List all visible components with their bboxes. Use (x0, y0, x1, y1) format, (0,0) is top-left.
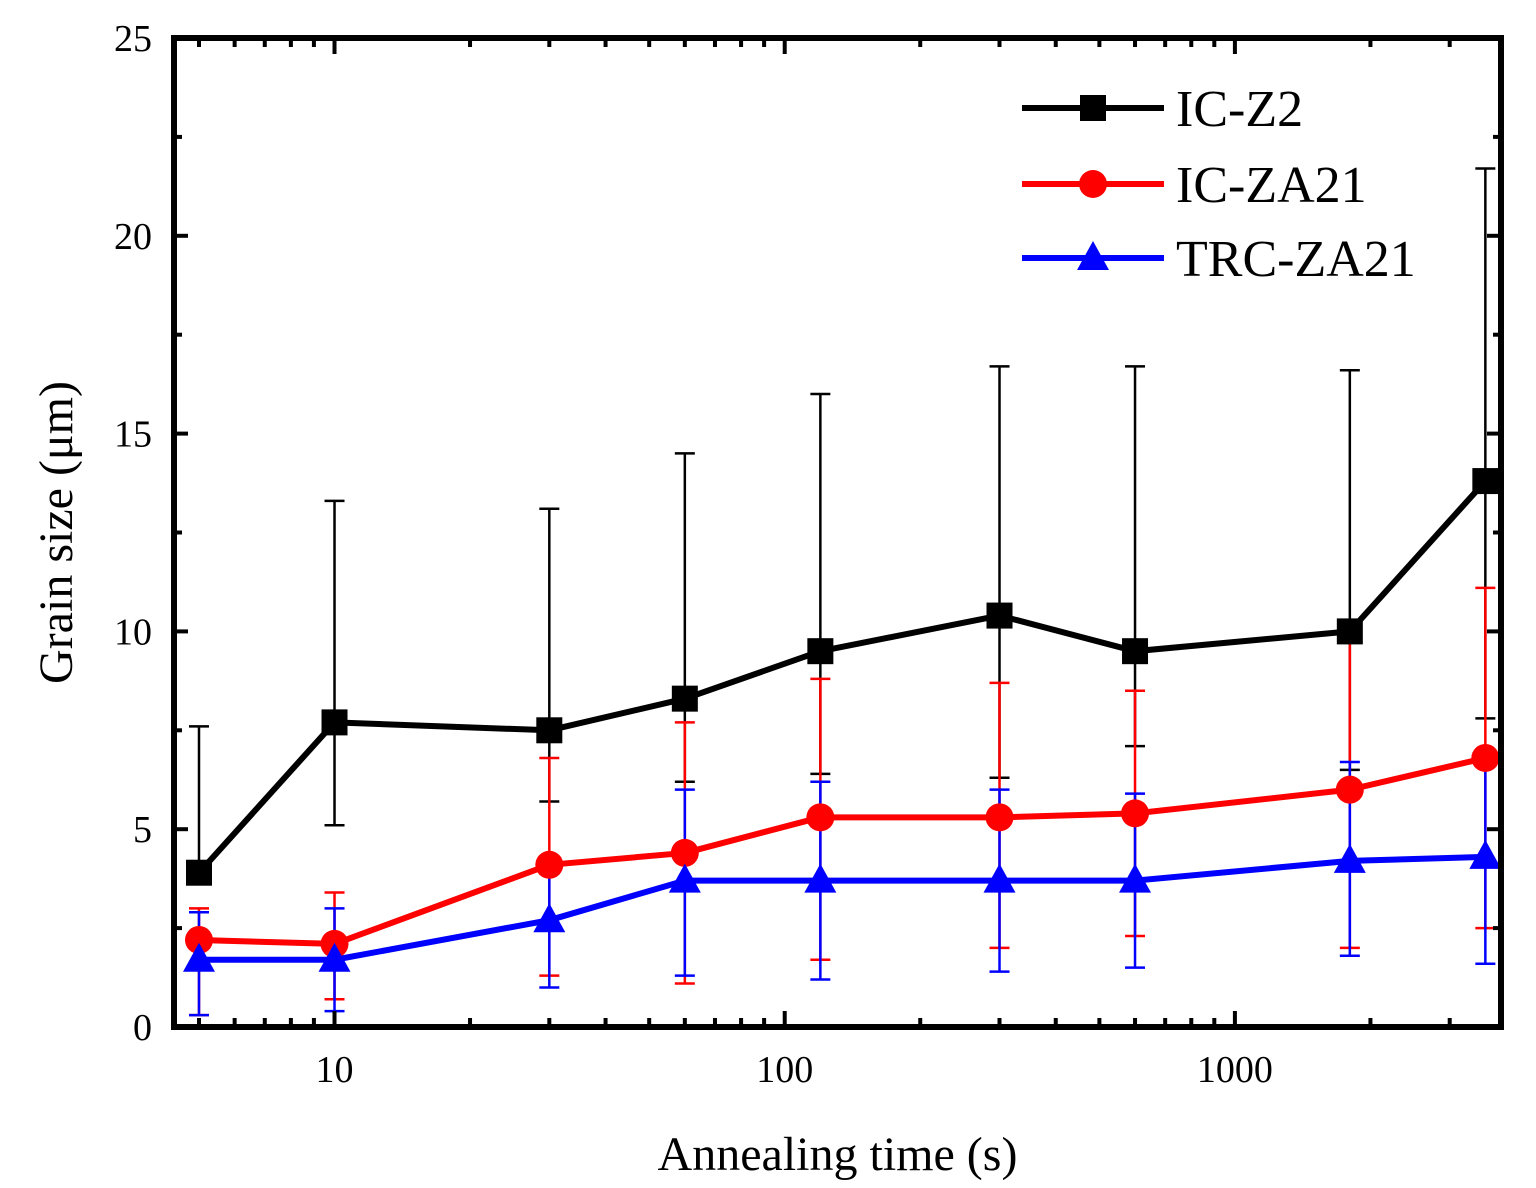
legend-marker-shape-ic-za21 (1079, 170, 1107, 198)
lines-layer (196, 479, 1488, 963)
legend-marker-ic-za21 (1079, 170, 1107, 198)
series-line-ic-z2 (196, 479, 1488, 875)
data-point-ic-z2 (321, 709, 348, 736)
ticks-layer (174, 36, 1501, 1029)
data-point-trc-za21 (668, 863, 701, 893)
data-point-trc-za21 (182, 942, 215, 972)
legend: IC-Z2 IC-ZA21 TRC-ZA21 (1022, 81, 1416, 288)
y-tick-label: 0 (133, 1007, 152, 1049)
data-point-ic-z2 (671, 685, 698, 712)
data-point-ic-z2 (1336, 618, 1363, 645)
y-tick-label: 5 (133, 809, 152, 851)
data-point-ic-z2 (986, 602, 1013, 629)
y-axis-title: Grain size (μm) (30, 381, 83, 684)
data-point-ic-z2 (536, 717, 563, 744)
data-point-ic-za21 (1335, 775, 1364, 804)
x-axis-title: Annealing time (s) (658, 1128, 1018, 1181)
data-point-ic-za21 (535, 850, 564, 879)
data-point-trc-za21 (533, 903, 566, 933)
data-point-trc-za21 (1333, 843, 1366, 873)
data-point-ic-za21 (806, 803, 835, 832)
data-point-ic-za21 (1121, 799, 1150, 828)
series-line-ic-za21 (198, 755, 1487, 947)
data-point-trc-za21 (983, 863, 1016, 893)
series-line-trc-za21 (198, 853, 1486, 963)
data-point-trc-za21 (318, 942, 351, 972)
data-point-ic-z2 (185, 859, 212, 886)
legend-label-trc-za21: TRC-ZA21 (1176, 231, 1416, 288)
legend-marker-trc-za21 (1077, 241, 1109, 270)
legend-label-ic-z2: IC-Z2 (1176, 81, 1303, 138)
data-point-ic-z2 (1472, 468, 1499, 495)
legend-entry-ic-za21: IC-ZA21 (1022, 157, 1367, 214)
x-tick-label: 10 (316, 1049, 354, 1091)
legend-marker-shape-trc-za21 (1077, 241, 1109, 270)
legend-marker-ic-z2 (1080, 95, 1106, 121)
labels-layer: 0 5 10 15 20 25 10 100 1000 (114, 18, 1273, 1091)
y-tick-label: 20 (114, 216, 152, 258)
errorbars-layer (188, 167, 1496, 1017)
legend-entry-ic-z2: IC-Z2 (1022, 81, 1303, 138)
data-point-ic-z2 (807, 638, 834, 665)
data-point-trc-za21 (804, 863, 837, 893)
y-tick-label: 10 (114, 611, 152, 653)
data-point-ic-z2 (1122, 638, 1149, 665)
data-point-ic-za21 (184, 925, 213, 954)
data-point-ic-za21 (985, 803, 1014, 832)
data-point-ic-za21 (1471, 743, 1500, 772)
legend-marker-shape-ic-z2 (1080, 95, 1106, 121)
markers-layer (182, 468, 1502, 972)
legend-label-ic-za21: IC-ZA21 (1176, 157, 1367, 214)
legend-entry-trc-za21: TRC-ZA21 (1022, 231, 1416, 288)
data-point-ic-za21 (670, 838, 699, 867)
y-tick-label: 25 (114, 18, 152, 60)
x-tick-label: 100 (756, 1049, 813, 1091)
data-point-trc-za21 (1469, 839, 1502, 869)
data-point-trc-za21 (1119, 863, 1152, 893)
y-tick-label: 15 (114, 414, 152, 456)
x-tick-label: 1000 (1197, 1049, 1273, 1091)
